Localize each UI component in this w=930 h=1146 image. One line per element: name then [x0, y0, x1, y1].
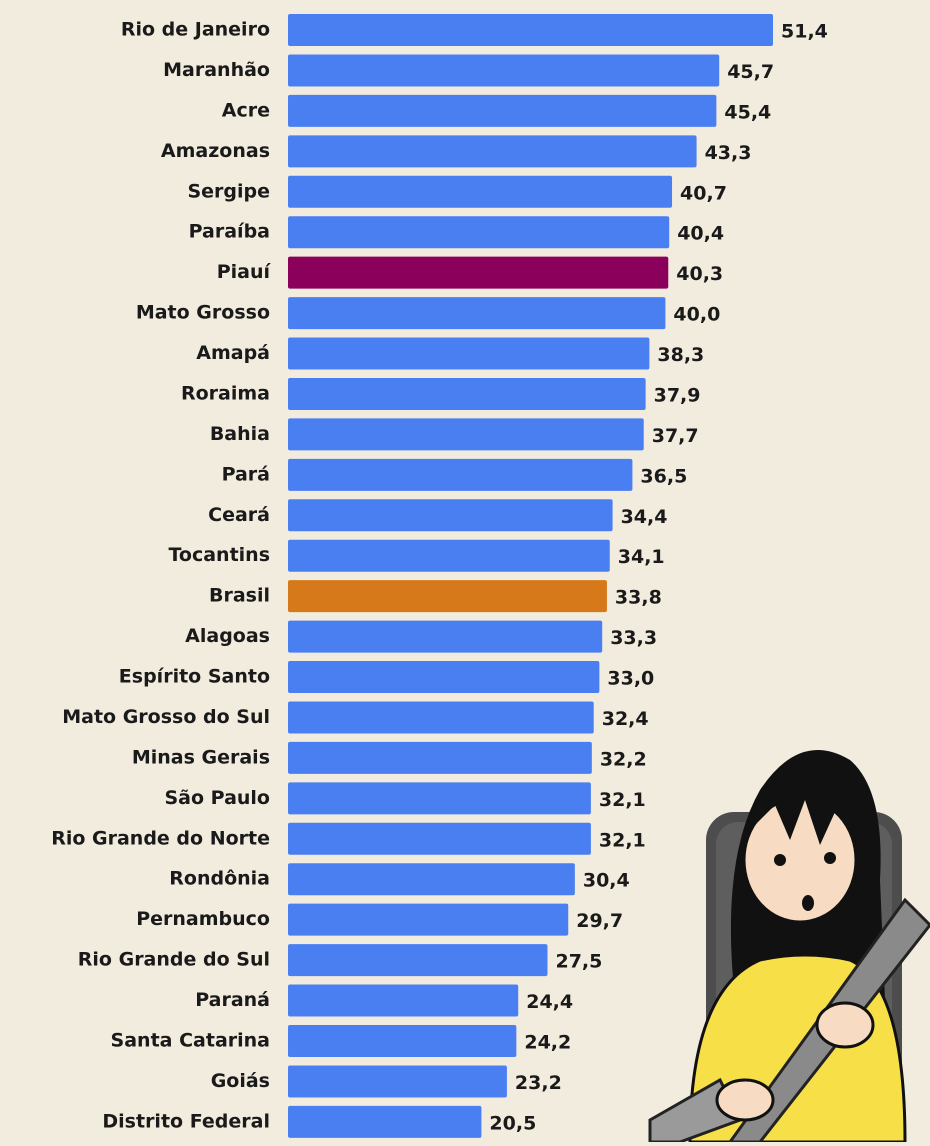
bar [288, 499, 613, 531]
value-label: 37,7 [652, 425, 699, 447]
bar [288, 338, 649, 370]
category-label: Rondônia [169, 868, 270, 890]
value-label: 32,1 [599, 789, 646, 811]
illustration [650, 750, 930, 1142]
bar [288, 701, 594, 733]
category-label: Goiás [211, 1070, 270, 1092]
bar [288, 540, 610, 572]
value-label: 43,3 [705, 142, 752, 164]
category-label: Amazonas [161, 140, 270, 162]
category-label: Distrito Federal [102, 1110, 270, 1132]
category-label: Mato Grosso do Sul [62, 706, 270, 728]
page: {"chart_data": {"type": "bar", "orientat… [0, 0, 930, 1142]
category-label: Rio Grande do Norte [51, 827, 270, 849]
hand [817, 1003, 873, 1047]
category-label: Sergipe [187, 180, 270, 202]
value-label: 40,3 [676, 263, 723, 285]
value-label: 27,5 [555, 951, 602, 973]
value-label: 45,4 [724, 101, 771, 123]
category-label: Acre [222, 99, 270, 121]
value-label: 34,4 [621, 506, 668, 528]
category-label: Mato Grosso [136, 302, 270, 324]
value-label: 29,7 [576, 910, 623, 932]
category-label: Santa Catarina [111, 1030, 270, 1052]
value-label: 24,4 [526, 991, 573, 1013]
value-label: 40,0 [673, 304, 720, 326]
value-label: 33,8 [615, 587, 662, 609]
bar [288, 1065, 507, 1097]
category-label: Maranhão [163, 59, 270, 81]
category-label: Piauí [217, 261, 272, 283]
bar [288, 904, 568, 936]
category-label: Espírito Santo [119, 666, 270, 688]
chart: Rio de Janeiro 51,4 Maranhão 45,7 Acre 45,4 Am… [0, 0, 930, 1142]
bar [288, 985, 518, 1017]
value-label: 33,3 [610, 627, 657, 649]
category-label: Tocantins [168, 544, 270, 566]
bar [288, 580, 607, 612]
category-label: Brasil [209, 585, 270, 607]
value-label: 34,1 [618, 546, 665, 568]
value-label: 24,2 [524, 1032, 571, 1054]
bar [288, 621, 602, 653]
eye [774, 854, 786, 866]
category-label: São Paulo [164, 787, 270, 809]
bar [288, 944, 547, 976]
value-label: 33,0 [607, 668, 654, 690]
bar [288, 14, 773, 46]
bar [288, 823, 591, 855]
category-label: Rio Grande do Sul [78, 949, 270, 971]
value-label: 40,7 [680, 182, 727, 204]
value-label: 32,2 [600, 748, 647, 770]
value-label: 40,4 [677, 223, 724, 245]
category-label: Roraima [181, 382, 270, 404]
category-label: Ceará [208, 504, 270, 526]
value-label: 36,5 [640, 465, 687, 487]
bar [288, 54, 719, 86]
bar [288, 297, 665, 329]
value-label: 32,4 [602, 708, 649, 730]
category-label: Paraná [195, 989, 270, 1011]
bar [288, 378, 646, 410]
value-label: 38,3 [657, 344, 704, 366]
bar [288, 782, 591, 814]
value-label: 45,7 [727, 61, 774, 83]
category-label: Bahia [210, 423, 270, 445]
value-label: 20,5 [489, 1112, 536, 1134]
bar [288, 135, 697, 167]
bar [288, 176, 672, 208]
mouth [802, 895, 814, 911]
category-label: Minas Gerais [132, 746, 270, 768]
category-label: Paraíba [189, 221, 270, 243]
bar [288, 216, 669, 248]
bar [288, 1025, 516, 1057]
category-label: Alagoas [185, 625, 270, 647]
category-label: Pará [222, 463, 270, 485]
category-label: Pernambuco [136, 908, 270, 930]
value-label: 51,4 [781, 21, 828, 43]
bar [288, 95, 716, 127]
value-label: 23,2 [515, 1072, 562, 1094]
eye [824, 852, 836, 864]
value-label: 32,1 [599, 829, 646, 851]
bar [288, 863, 575, 895]
hand [717, 1080, 773, 1120]
value-label: 37,9 [654, 384, 701, 406]
bar [288, 257, 668, 289]
bar [288, 459, 632, 491]
bar [288, 742, 592, 774]
value-label: 30,4 [583, 870, 630, 892]
bar [288, 1106, 481, 1138]
bar [288, 661, 599, 693]
category-label: Rio de Janeiro [121, 19, 270, 41]
bar [288, 418, 644, 450]
category-label: Amapá [196, 342, 270, 364]
